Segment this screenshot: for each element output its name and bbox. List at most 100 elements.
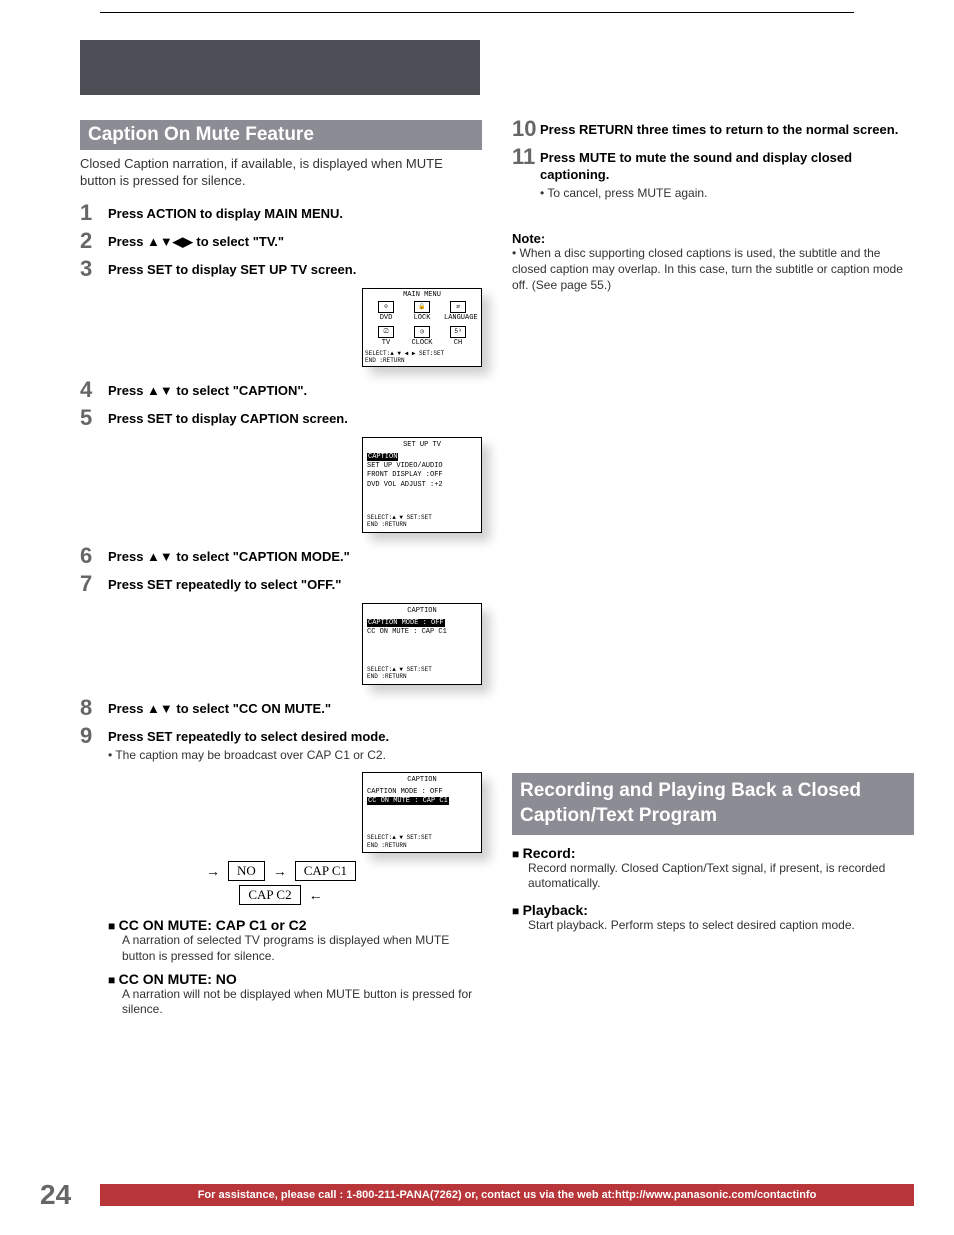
step-3: 3 Press SET to display SET UP TV screen. [80,260,482,280]
menu-footer-line: END :RETURN [365,357,479,364]
menu-label: DVD [380,314,393,322]
step-text: Press SET to display CAPTION screen. [108,411,482,428]
caption-footer-line: END :RETURN [367,842,477,850]
step-number: 9 [80,725,108,747]
step-7: 7 Press SET repeatedly to select "OFF." [80,575,482,595]
recording-playback-heading: Recording and Playing Back a Closed Capt… [512,773,914,834]
cc-on-mute-no-heading: CC ON MUTE: NO [108,971,482,987]
content-columns: Caption On Mute Feature Closed Caption n… [80,120,914,1175]
step-number: 10 [512,118,540,140]
step-2: 2 Press ▲▼◀▶ to select "TV." [80,232,482,252]
setup-footer-line: SELECT:▲ ▼ SET:SET [367,514,477,522]
step-9: 9 Press SET repeatedly to select desired… [80,727,482,763]
step-number: 6 [80,545,108,567]
step-text: Press ▲▼◀▶ to select "TV." [108,234,482,251]
step-text: Press SET repeatedly to select desired m… [108,729,482,763]
step-text: Press ACTION to display MAIN MENU. [108,206,482,223]
caption-footer-line: SELECT:▲ ▼ SET:SET [367,834,477,842]
step-text: Press RETURN three times to return to th… [540,122,914,139]
cc-on-mute-c1c2-heading: CC ON MUTE: CAP C1 or C2 [108,917,482,933]
setup-line: FRONT DISPLAY :OFF [367,471,477,480]
note-body: • When a disc supporting closed captions… [512,246,914,293]
menu-item-ch: 5³CH [444,326,472,347]
step-number: 5 [80,407,108,429]
step-subtext: • The caption may be broadcast over CAP … [108,748,482,764]
arrow-icon: → [206,864,220,878]
menu-grid: ⊙DVD 🔒LOCK ⇄LANGUAGE ⎚TV ◷CLOCK 5³CH [365,301,479,347]
caption-line: CC ON MUTE : CAP C1 [367,797,477,806]
record-text: Record normally. Closed Caption/Text sig… [528,861,914,892]
menu-label: LOCK [414,314,431,322]
arrow-icon: → [273,864,287,878]
playback-text: Start playback. Perform steps to select … [528,918,914,934]
menu-item-clock: ◷CLOCK [408,326,436,347]
caption-screenshot-2: CAPTION CAPTION MODE : OFF CC ON MUTE : … [362,772,482,854]
cycle-node-cap-c2: CAP C2 [239,885,300,905]
caption-title: CAPTION [367,776,477,785]
step-6: 6 Press ▲▼ to select "CAPTION MODE." [80,547,482,567]
step-number: 8 [80,697,108,719]
assistance-bar: For assistance, please call : 1-800-211-… [100,1184,914,1206]
menu-label: CLOCK [411,339,432,347]
note-heading: Note: [512,231,914,246]
step-text-main: Press MUTE to mute the sound and display… [540,150,852,182]
step-number: 7 [80,573,108,595]
highlighted-line: CC ON MUTE : CAP C1 [367,797,449,805]
step-text: Press ▲▼ to select "CC ON MUTE." [108,701,482,718]
step-text-main: Press SET repeatedly to select desired m… [108,729,389,744]
setup-tv-screenshot: SET UP TV CAPTION SET UP VIDEO/AUDIO FRO… [362,437,482,533]
caption-footer-line: SELECT:▲ ▼ SET:SET [367,666,477,674]
highlighted-line: CAPTION [367,453,398,461]
cycle-row-top: → NO → CAP C1 [206,861,356,881]
playback-heading: Playback: [512,902,914,918]
setup-line: SET UP VIDEO/AUDIO [367,462,477,471]
page-footer: 24 For assistance, please call : 1-800-2… [40,1179,914,1211]
step-text: Press MUTE to mute the sound and display… [540,150,914,201]
menu-label: LANGUAGE [444,314,478,322]
main-menu-screenshot: MAIN MENU ⊙DVD 🔒LOCK ⇄LANGUAGE ⎚TV ◷CLOC… [362,288,482,367]
cc-on-mute-no-text: A narration will not be displayed when M… [122,987,482,1018]
step-4: 4 Press ▲▼ to select "CAPTION". [80,381,482,401]
step-1: 1 Press ACTION to display MAIN MENU. [80,204,482,224]
step-11: 11 Press MUTE to mute the sound and disp… [512,148,914,201]
step-number: 2 [80,230,108,252]
highlighted-line: CAPTION MODE : OFF [367,619,445,627]
step-number: 3 [80,258,108,280]
cc-on-mute-cycle-diagram: → NO → CAP C1 CAP C2 ← [80,861,482,905]
caption-line: CAPTION MODE : OFF [367,788,477,797]
step-text: Press ▲▼ to select "CAPTION". [108,383,482,400]
top-header-bar [80,40,480,95]
caption-footer-line: END :RETURN [367,673,477,681]
caption-screenshot-1: CAPTION CAPTION MODE : OFF CC ON MUTE : … [362,603,482,685]
step-8: 8 Press ▲▼ to select "CC ON MUTE." [80,699,482,719]
top-rule [100,12,854,13]
step-number: 4 [80,379,108,401]
cycle-node-no: NO [228,861,265,881]
menu-footer-line: SELECT:▲ ▼ ◀ ▶ SET:SET [365,350,479,357]
menu-label: CH [454,339,462,347]
setup-title: SET UP TV [367,441,477,450]
cycle-node-cap-c1: CAP C1 [295,861,356,881]
left-column: Caption On Mute Feature Closed Caption n… [80,120,482,1175]
cycle-row-bottom: CAP C2 ← [239,885,322,905]
menu-item-dvd: ⊙DVD [372,301,400,322]
menu-item-language: ⇄LANGUAGE [444,301,472,322]
arrow-icon: ← [309,888,323,902]
menu-item-lock: 🔒LOCK [408,301,436,322]
step-number: 1 [80,202,108,224]
caption-title: CAPTION [367,607,477,616]
menu-item-tv: ⎚TV [372,326,400,347]
caption-on-mute-heading: Caption On Mute Feature [80,120,482,150]
caption-line: CC ON MUTE : CAP C1 [367,628,477,637]
caption-line: CAPTION MODE : OFF [367,619,477,628]
caption-on-mute-intro: Closed Caption narration, if available, … [80,156,482,190]
step-text: Press ▲▼ to select "CAPTION MODE." [108,549,482,566]
cc-on-mute-c1c2-text: A narration of selected TV programs is d… [122,933,482,964]
setup-footer-line: END :RETURN [367,521,477,529]
step-text: Press SET to display SET UP TV screen. [108,262,482,279]
page-number: 24 [40,1179,100,1211]
step-number: 11 [512,146,540,168]
setup-line: DVD VOL ADJUST :+2 [367,481,477,490]
menu-label: TV [382,339,390,347]
step-10: 10 Press RETURN three times to return to… [512,120,914,140]
